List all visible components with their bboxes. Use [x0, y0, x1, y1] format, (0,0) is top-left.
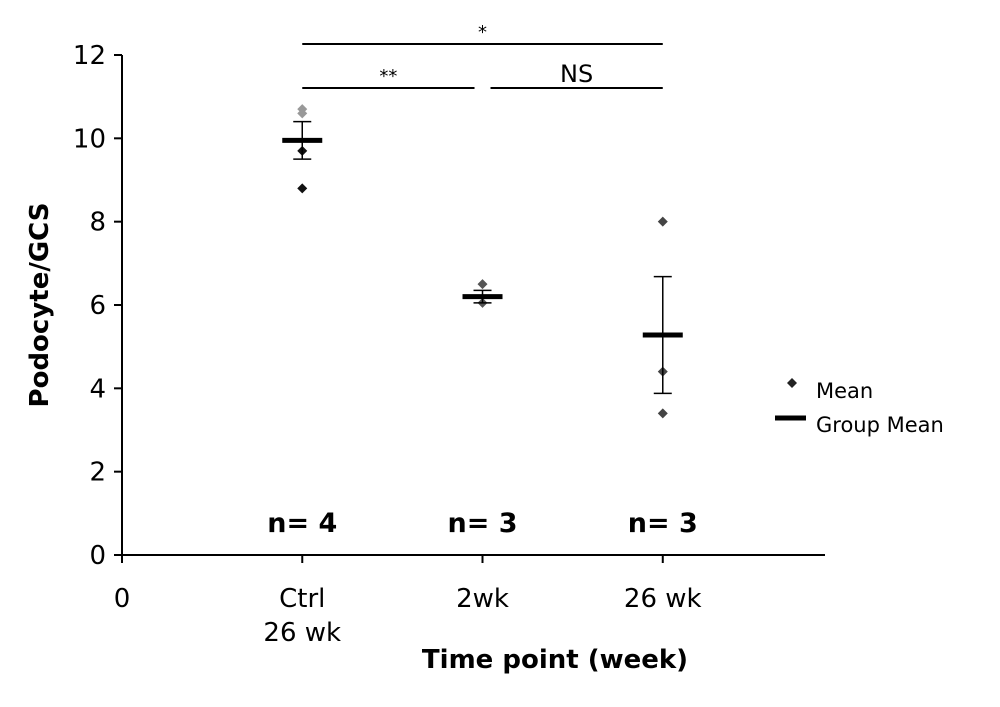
- legend-label: Group Mean: [816, 413, 944, 437]
- data-point: [477, 279, 488, 290]
- y-tick-label: 0: [89, 541, 106, 571]
- y-tick-label: 4: [89, 374, 106, 404]
- data-point: [657, 216, 668, 227]
- x-tick-label: Ctrl 26 wk: [263, 584, 341, 648]
- data-point: [297, 183, 308, 194]
- legend-label: Mean: [816, 379, 873, 403]
- significance-label: NS: [560, 60, 593, 88]
- significance-label: *: [478, 22, 487, 43]
- y-tick-label: 2: [89, 458, 106, 488]
- y-tick-label: 8: [89, 208, 106, 238]
- n-label: n= 4: [267, 508, 337, 539]
- x-tick-label: 26 wk: [624, 584, 702, 614]
- x-tick-label: 2wk: [456, 584, 509, 614]
- y-tick-label: 10: [73, 124, 106, 154]
- x-tick-label: 0: [114, 584, 131, 614]
- n-label: n= 3: [628, 508, 698, 539]
- y-tick-label: 12: [73, 41, 106, 71]
- y-tick-label: 6: [89, 291, 106, 321]
- data-point: [297, 108, 308, 119]
- legend-marker: [787, 378, 797, 388]
- significance-label: **: [379, 66, 397, 87]
- data-point: [657, 408, 668, 419]
- y-axis-title: Podocyte/GCS: [25, 203, 55, 408]
- x-axis-title: Time point (week): [422, 645, 688, 675]
- n-label: n= 3: [447, 508, 517, 539]
